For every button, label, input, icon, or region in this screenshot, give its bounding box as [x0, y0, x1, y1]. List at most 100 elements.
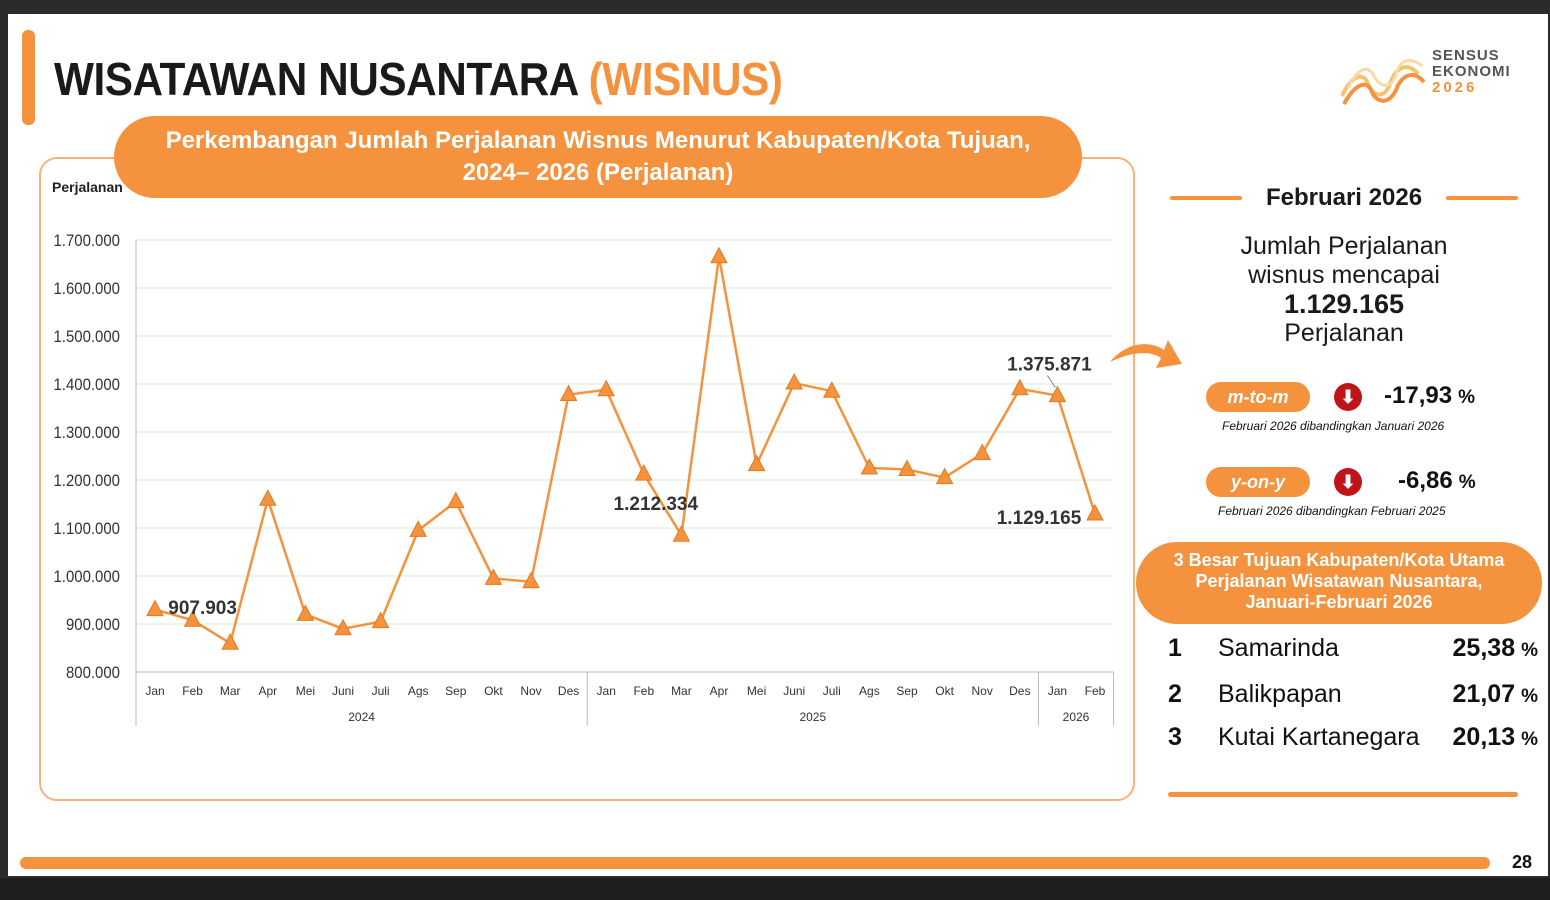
x-tick-label: Ags	[408, 684, 429, 698]
yony-unit: %	[1458, 472, 1476, 493]
footer-bar	[20, 857, 1490, 869]
data-point	[296, 604, 315, 621]
x-tick-label: Feb	[1085, 684, 1106, 698]
y-tick-label: 900.000	[66, 616, 120, 634]
x-tick-label: Jan	[145, 684, 164, 698]
x-tick-label: Sep	[445, 684, 467, 698]
data-point	[597, 379, 616, 397]
x-tick-label: Okt	[484, 684, 503, 698]
x-tick-label: Feb	[633, 684, 654, 698]
data-label-leader	[1046, 375, 1056, 388]
logo-line-2: EKONOMI	[1432, 63, 1511, 80]
data-point	[1010, 378, 1029, 396]
y-tick-label: 1.300.000	[53, 424, 120, 442]
rank-percent: 25,38	[1452, 634, 1516, 662]
summary-line-1: Jumlah Perjalanan	[1240, 232, 1448, 260]
top3-row: 2 Balikpapan 21,07%	[1168, 680, 1538, 714]
year-label: 2024	[348, 710, 375, 724]
y-tick-label: 1.400.000	[53, 376, 120, 394]
logo-text: SENSUS EKONOMI 2026	[1432, 48, 1511, 96]
rank-value: 25,38%	[1453, 634, 1538, 663]
screen-bottom-bar	[0, 878, 1550, 900]
line-chart: 800.000 900.000 1.000.000 1.100.000 1.200.00…	[53, 232, 1115, 726]
slide: WISATAWAN NUSANTARA (WISNUS) SENSUS EKON…	[8, 14, 1548, 876]
top3-row: 3 Kutai Kartanegara 20,13%	[1168, 723, 1538, 757]
sensus-ekonomi-logo-icon	[1340, 58, 1426, 105]
x-tick-label: Ags	[859, 684, 880, 698]
data-point	[710, 246, 728, 264]
page-title: WISATAWAN NUSANTARA (WISNUS)	[54, 52, 783, 106]
y-tick-label: 1.600.000	[53, 280, 120, 298]
data-point	[146, 599, 164, 617]
data-label: 1.129.165	[997, 508, 1082, 529]
period-heading: Februari 2026	[1265, 184, 1423, 211]
mtom-note: Februari 2026 dibandingkan Januari 2026	[1222, 419, 1445, 433]
top3-title-line-1: 3 Besar Tujuan Kabupaten/Kota Utama	[1173, 550, 1505, 570]
data-point	[973, 443, 992, 461]
data-point	[860, 457, 879, 475]
data-point	[334, 618, 352, 636]
y-tick-label: 800.000	[66, 664, 120, 682]
x-tick-label: Nov	[972, 684, 993, 698]
x-tick-label: Juli	[823, 684, 841, 698]
x-tick-label: Sep	[896, 684, 918, 698]
x-tick-label: Okt	[935, 684, 954, 698]
rank-number: 3	[1168, 723, 1182, 751]
year-label: 2025	[799, 710, 826, 724]
yony-tag: y-on-y	[1206, 467, 1310, 497]
x-tick-label: Juni	[783, 684, 805, 698]
x-tick-label: Juli	[372, 684, 390, 698]
data-point	[371, 611, 390, 629]
y-tick-label: 1.200.000	[53, 472, 120, 490]
data-point	[258, 489, 277, 506]
y-axis-label: Perjalanan	[52, 179, 123, 195]
x-tick-label: Mar	[671, 684, 692, 698]
rank-number: 1	[1168, 634, 1182, 662]
x-tick-label: Apr	[258, 684, 277, 698]
rank-value: 21,07%	[1453, 680, 1538, 709]
rank-unit: %	[1521, 686, 1538, 707]
summary-value: 1.129.165	[1283, 289, 1405, 319]
data-point	[672, 525, 691, 542]
x-tick-label: Nov	[520, 684, 541, 698]
period-line-left	[1170, 196, 1242, 200]
y-tick-label: 1.700.000	[53, 232, 120, 250]
y-tick-label: 1.100.000	[53, 520, 120, 538]
data-label: 907.903	[168, 598, 237, 619]
data-point	[935, 467, 954, 485]
rank-city: Balikpapan	[1218, 680, 1342, 708]
mtom-number: -17,93	[1384, 382, 1453, 409]
x-tick-label: Mei	[747, 684, 766, 698]
title-main-text: WISATAWAN NUSANTARA	[54, 53, 578, 105]
data-label: 1.375.871	[1007, 355, 1092, 376]
rank-unit: %	[1521, 640, 1538, 661]
data-point	[1086, 503, 1104, 521]
page-number: 28	[1512, 852, 1533, 872]
top3-row: 1 Samarinda 25,38%	[1168, 634, 1538, 668]
data-label: 1.212.334	[614, 494, 699, 515]
data-point	[1048, 385, 1067, 403]
data-point	[634, 464, 653, 481]
rank-percent: 20,13	[1452, 723, 1516, 751]
x-tick-label: Jan	[1048, 684, 1067, 698]
data-point	[747, 454, 766, 472]
rank-city: Kutai Kartanegara	[1218, 723, 1420, 751]
x-tick-label: Feb	[182, 684, 203, 698]
logo-line-1: SENSUS	[1432, 47, 1500, 64]
arrow-down-circle-icon: ⬇	[1334, 383, 1362, 411]
top3-title-line-2: Perjalanan Wisatawan Nusantara,	[1195, 571, 1483, 591]
x-tick-label: Mar	[220, 684, 241, 698]
curved-arrow-icon	[1110, 340, 1182, 368]
mtom-tag: m-to-m	[1206, 382, 1310, 412]
x-tick-label: Apr	[710, 684, 729, 698]
data-point	[183, 610, 202, 627]
rank-number: 2	[1168, 680, 1182, 708]
title-accent-text: (WISNUS)	[588, 53, 783, 105]
data-point	[522, 571, 540, 589]
chart-title-line-2: 2024– 2026 (Perjalanan)	[462, 159, 734, 186]
arrow-down-circle-icon: ⬇	[1334, 468, 1362, 496]
chart-title-line-1: Perkembangan Jumlah Perjalanan Wisnus Me…	[165, 127, 1031, 154]
chart-title: Perkembangan Jumlah Perjalanan Wisnus Me…	[114, 116, 1082, 198]
data-point	[446, 491, 465, 509]
x-tick-label: Des	[558, 684, 579, 698]
